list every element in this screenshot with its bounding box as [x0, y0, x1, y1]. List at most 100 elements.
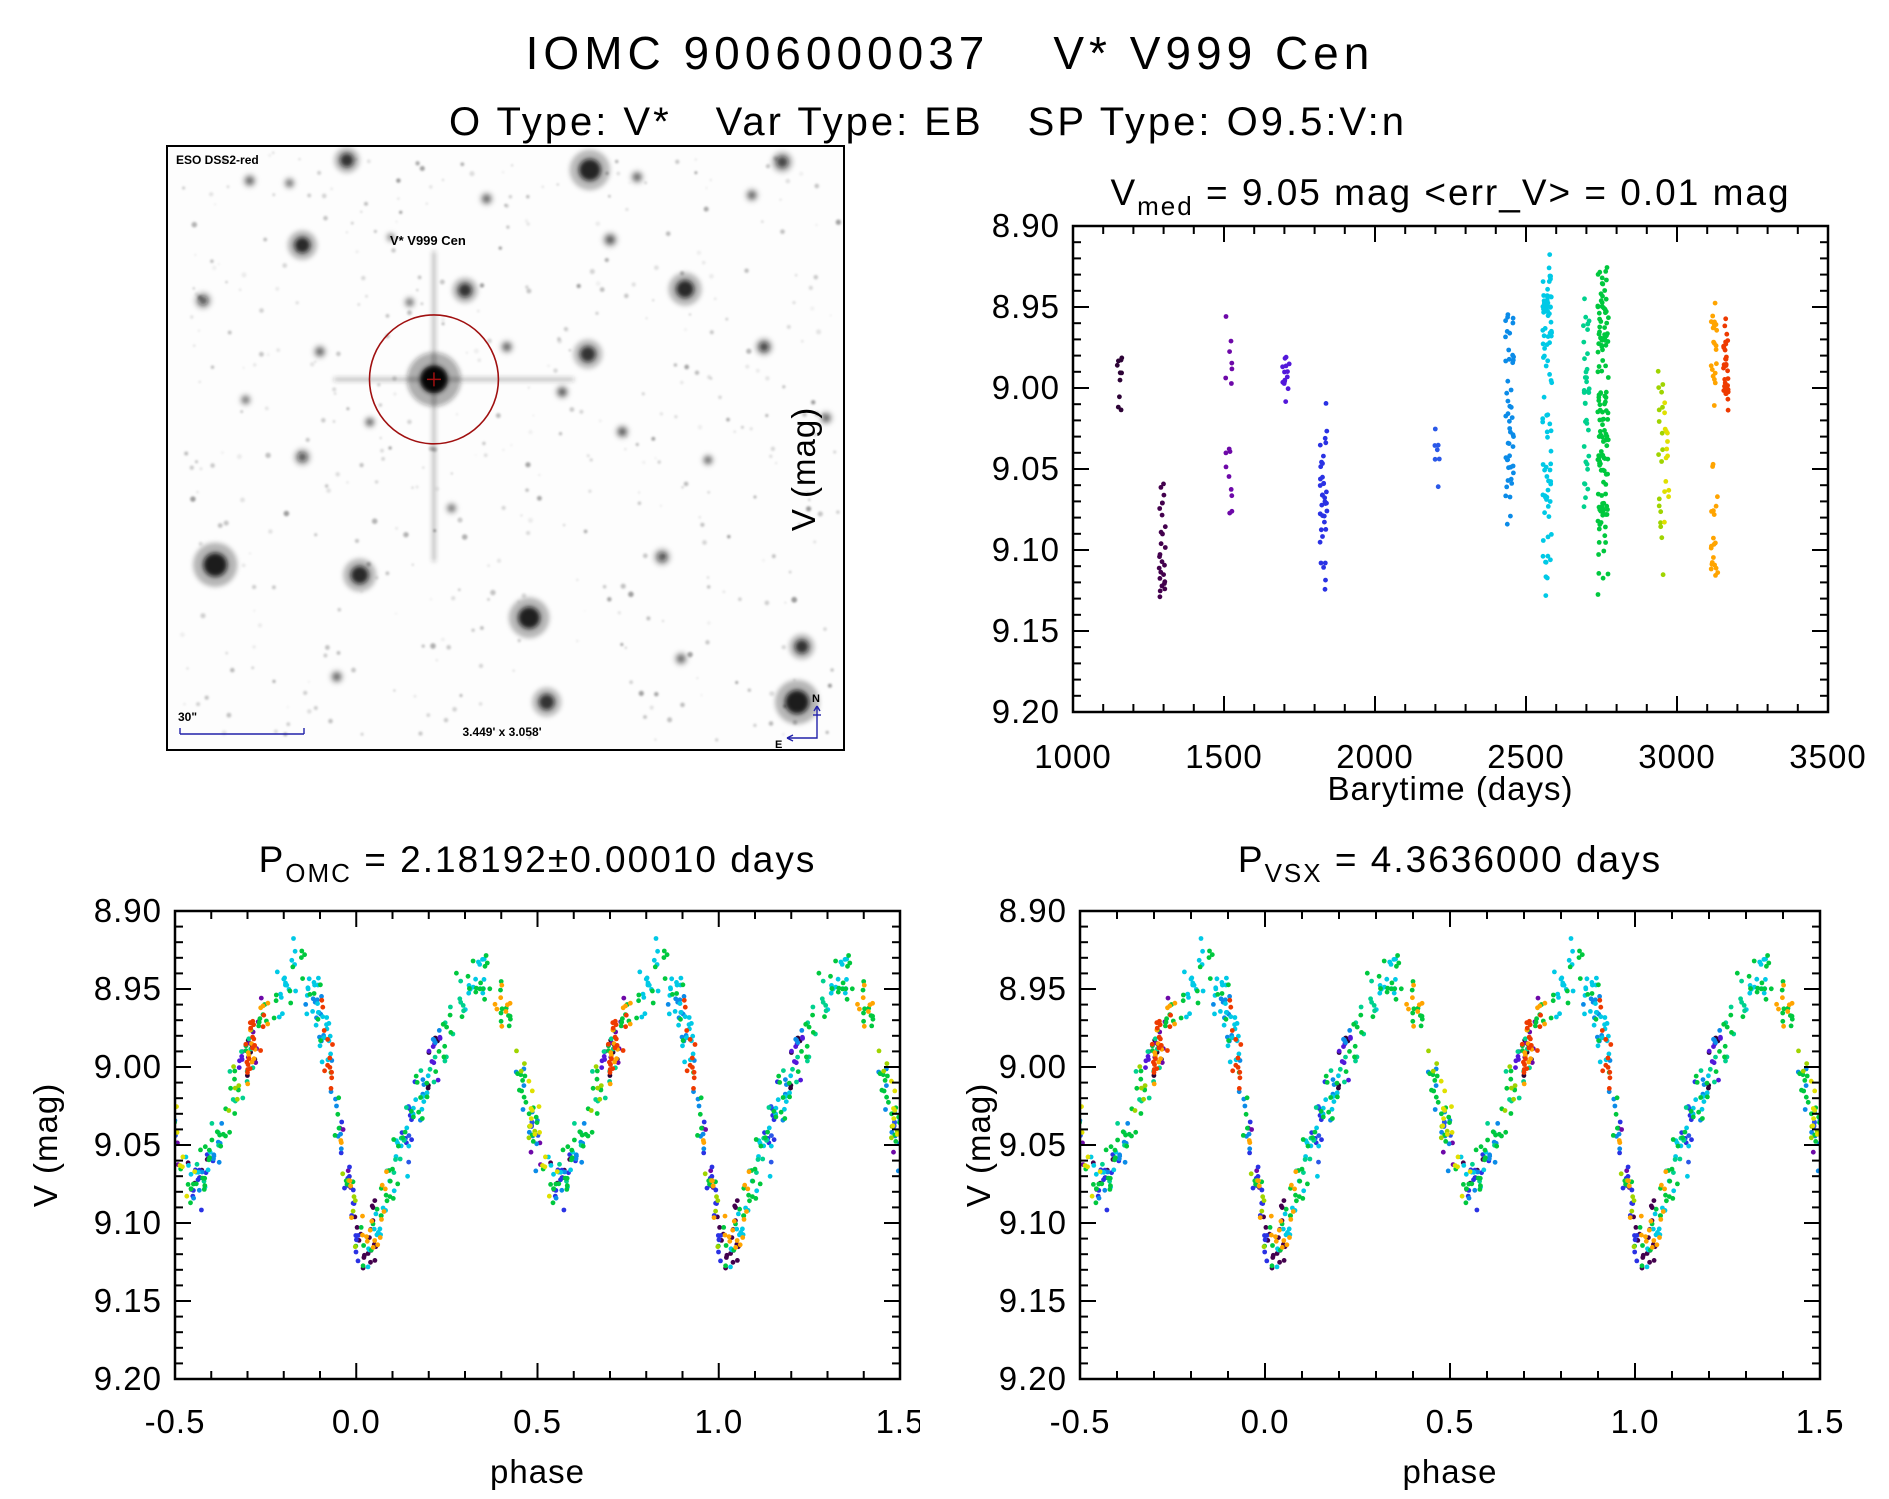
data-point — [1288, 1217, 1294, 1222]
data-point — [840, 980, 846, 986]
data-point — [901, 1162, 906, 1167]
data-point — [1507, 1097, 1512, 1102]
data-point — [1300, 1137, 1306, 1142]
data-point — [1377, 990, 1383, 996]
data-point — [1545, 434, 1550, 440]
data-point — [1463, 1200, 1469, 1206]
data-point — [1715, 494, 1720, 500]
data-point — [543, 1154, 548, 1160]
data-point — [1728, 1012, 1734, 1018]
data-point — [406, 1133, 412, 1138]
data-point — [1776, 1006, 1781, 1012]
data-point — [1330, 1077, 1336, 1082]
data-point — [1547, 311, 1552, 317]
data-point — [1515, 1049, 1521, 1054]
x-tick-label: 1.5 — [876, 1403, 920, 1440]
data-point — [1596, 526, 1602, 532]
data-point — [1605, 1055, 1611, 1061]
data-point — [1168, 1012, 1173, 1018]
data-point — [1560, 982, 1566, 988]
data-point — [1262, 1237, 1268, 1243]
data-point — [735, 1258, 740, 1263]
data-point — [184, 1193, 190, 1199]
data-point — [569, 1147, 575, 1153]
data-point — [1178, 1015, 1184, 1021]
data-point — [406, 1159, 412, 1165]
data-point — [1603, 363, 1608, 369]
y-tick-label: 9.10 — [992, 531, 1060, 568]
data-point — [236, 1083, 242, 1088]
data-point — [1334, 1090, 1340, 1096]
data-point — [537, 1130, 542, 1135]
data-point — [369, 1218, 375, 1224]
data-point — [1603, 471, 1609, 477]
data-point — [1323, 527, 1329, 532]
y-tick-label: 9.10 — [94, 1204, 162, 1241]
data-point — [1281, 1198, 1287, 1203]
data-point — [1740, 1014, 1746, 1020]
star — [458, 283, 472, 298]
data-point — [560, 1147, 566, 1153]
data-point — [1281, 1238, 1287, 1243]
data-point — [1604, 265, 1610, 270]
data-point — [1158, 1036, 1163, 1042]
data-point — [353, 1249, 359, 1255]
data-point — [804, 1054, 809, 1060]
data-point — [1247, 1119, 1253, 1125]
data-point — [1722, 1043, 1728, 1049]
data-point — [214, 1129, 220, 1135]
data-point — [1780, 995, 1785, 1001]
data-point — [304, 1011, 310, 1017]
data-point — [260, 1024, 266, 1030]
data-point — [528, 1116, 534, 1121]
data-point — [1548, 448, 1554, 454]
data-point — [461, 1008, 466, 1014]
data-point — [747, 1198, 752, 1204]
data-point — [1581, 390, 1587, 395]
data-point — [1317, 539, 1323, 545]
data-point — [701, 1150, 707, 1156]
data-point — [696, 1103, 702, 1109]
data-point — [1607, 1069, 1613, 1075]
data-point — [227, 1069, 233, 1074]
data-point — [1581, 504, 1587, 510]
data-point — [1249, 1127, 1254, 1132]
data-point — [1670, 1137, 1676, 1142]
data-point — [1555, 991, 1561, 997]
data-point — [327, 1055, 333, 1061]
data-point — [1605, 1065, 1611, 1070]
data-point — [1603, 310, 1608, 316]
data-point — [1725, 396, 1731, 402]
data-point — [520, 1107, 526, 1112]
data-point — [701, 1146, 707, 1152]
data-point — [218, 1143, 224, 1149]
data-point — [1742, 1008, 1747, 1014]
data-point — [607, 1081, 613, 1087]
data-point — [860, 987, 866, 993]
data-point — [1761, 990, 1767, 996]
data-point — [612, 1059, 617, 1065]
data-point — [1117, 377, 1123, 383]
data-point — [677, 997, 683, 1003]
data-point — [1596, 982, 1601, 988]
data-point — [217, 1132, 223, 1138]
data-point — [655, 988, 661, 994]
data-point — [1595, 592, 1601, 597]
data-point — [1158, 569, 1164, 575]
data-point — [551, 1186, 557, 1192]
data-point — [1364, 970, 1370, 976]
data-point — [1797, 1071, 1803, 1077]
data-point — [481, 977, 487, 982]
data-point — [209, 1121, 215, 1126]
data-point — [1225, 1043, 1231, 1049]
data-point — [889, 1111, 894, 1117]
data-point — [782, 1106, 787, 1112]
data-point — [1157, 594, 1163, 600]
data-point — [482, 963, 488, 969]
data-point — [1307, 1156, 1313, 1162]
data-point — [303, 1002, 309, 1007]
target-label: V* V999 Cen — [390, 233, 466, 248]
y-tick-label: 9.00 — [999, 1048, 1067, 1085]
x-tick-label: -0.5 — [1050, 1403, 1111, 1440]
data-point — [1268, 1213, 1274, 1219]
